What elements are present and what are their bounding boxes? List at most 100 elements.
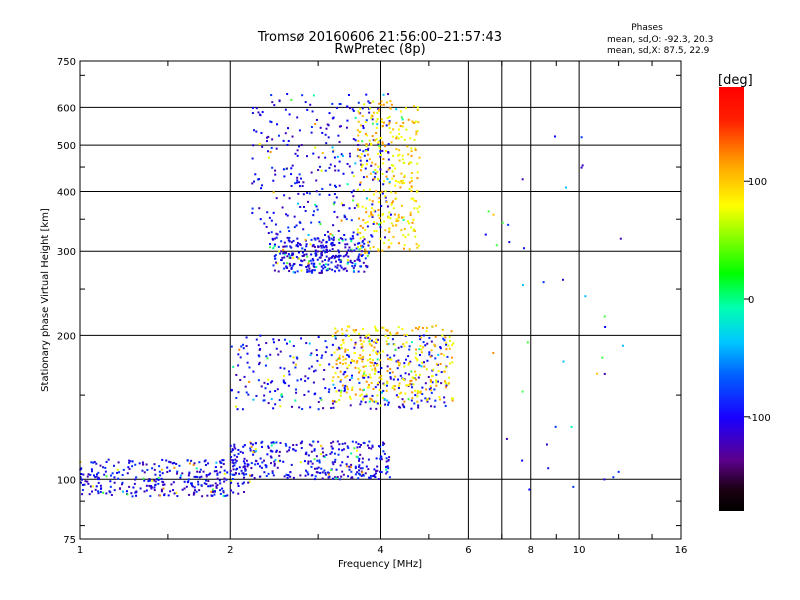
data-point [232,465,235,468]
data-point [379,155,382,158]
data-point [238,348,241,351]
data-point [425,326,428,329]
data-point [319,223,322,226]
data-point [105,460,108,463]
data-point [411,120,414,123]
data-point [291,135,294,138]
data-point [290,98,293,101]
data-point [320,271,323,274]
data-point [357,477,360,480]
data-point [299,206,302,209]
data-point [274,254,277,257]
data-point [288,449,291,452]
data-point [305,243,308,246]
data-point [428,351,431,354]
data-point [362,189,365,192]
data-point [308,367,311,370]
data-point [401,398,404,401]
data-point [382,326,385,329]
data-point [249,442,252,445]
data-point [362,261,365,264]
data-point [450,356,453,359]
data-point [250,445,253,448]
data-point [407,233,410,236]
data-point [374,367,377,370]
data-point [403,227,406,230]
data-point [278,250,281,253]
data-point [325,246,328,249]
data-point [414,378,417,381]
data-point [395,332,398,335]
data-point [181,472,184,475]
data-point [335,363,338,366]
data-point [382,121,385,124]
data-point [389,331,392,334]
data-point [387,216,390,219]
data-point [296,181,299,184]
data-point [351,264,354,267]
data-point [161,458,164,461]
data-point [388,121,391,124]
data-point [350,219,353,222]
data-point [410,179,413,182]
data-point [296,245,299,248]
data-point [160,477,163,480]
data-point [386,399,389,402]
data-point [241,451,244,454]
data-point [362,340,365,343]
data-point [382,450,385,453]
data-point [369,397,372,400]
data-point [359,443,362,446]
data-point [334,327,337,330]
data-point [332,440,335,443]
data-point [359,181,362,184]
data-point [299,244,302,247]
data-point [362,388,365,391]
data-point [290,266,293,269]
data-point [219,471,222,474]
data-point [170,483,173,486]
data-point [321,447,324,450]
data-point [269,455,272,458]
data-point [370,213,373,216]
data-point [370,447,373,450]
data-point [279,350,282,353]
data-point [404,236,407,239]
data-point [236,408,239,411]
data-point [368,215,371,218]
data-point [397,219,400,222]
data-point [341,384,344,387]
data-point [418,364,421,367]
data-point [241,482,244,485]
data-point [320,444,323,447]
data-point [283,175,286,178]
data-point [417,404,420,407]
data-point [365,211,368,214]
data-point [451,399,454,402]
data-point [322,407,325,410]
data-point [333,270,336,273]
data-point [211,494,214,497]
data-point [204,459,207,462]
chart-title: Tromsø 20160606 21:56:00–21:57:43 [257,30,502,45]
data-point [241,408,244,411]
data-point [122,468,125,471]
data-point [420,365,423,368]
data-point [305,265,308,268]
data-point [247,481,250,484]
data-point [368,101,371,104]
data-point [300,269,303,272]
data-point [336,216,339,219]
data-point [393,354,396,357]
data-point [352,175,355,178]
data-point [154,484,157,487]
data-point [402,179,405,182]
data-point [421,386,424,389]
data-point [385,457,388,460]
data-point [311,245,314,248]
data-points [79,92,624,498]
data-point [333,210,336,213]
data-point [358,148,361,151]
data-point [395,197,398,200]
data-point [365,393,368,396]
